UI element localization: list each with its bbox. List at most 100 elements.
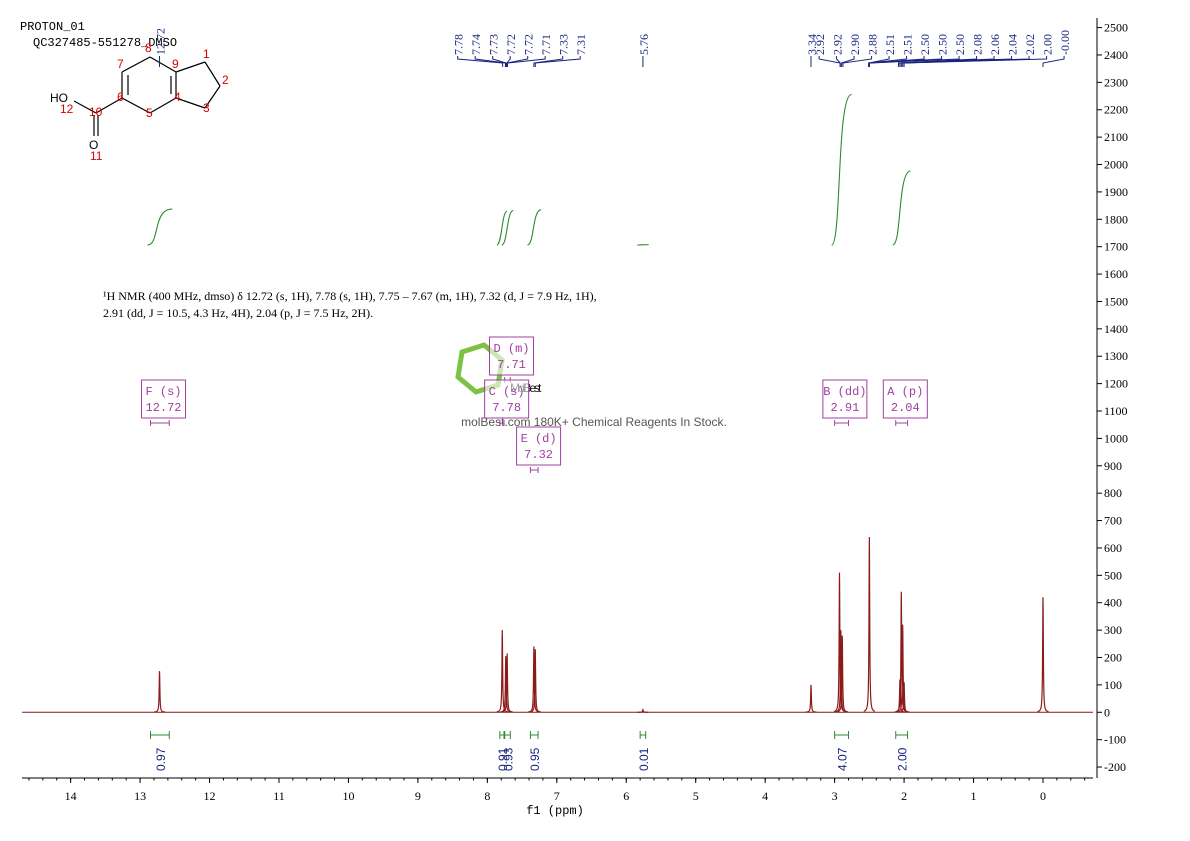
peak	[895, 591, 908, 713]
atom-label: 2	[222, 73, 229, 87]
multiplet-shift: 2.04	[891, 401, 920, 415]
structure	[73, 56, 221, 136]
multiplet-label: C (s)	[489, 385, 525, 399]
atom-label: 9	[172, 57, 179, 71]
peak-label-connector	[836, 56, 841, 67]
peak-label: 7.72	[504, 34, 518, 55]
multiplet-shift: 7.71	[497, 358, 526, 372]
multiplet-shift: 7.78	[492, 401, 521, 415]
y-tick-label: -200	[1104, 760, 1126, 774]
atom-label: 6	[117, 90, 124, 104]
peak-label-connector	[506, 56, 529, 67]
y-tick-label: 900	[1104, 459, 1122, 473]
y-tick-label: 500	[1104, 568, 1122, 582]
peak-label: 2.50	[953, 34, 967, 55]
peak-label: 2.00	[1041, 34, 1055, 55]
peak-label-connector	[868, 56, 960, 67]
atom-label: 8	[145, 41, 152, 55]
x-tick-label: 9	[415, 789, 421, 803]
peak-label-connector	[841, 56, 855, 67]
x-tick-label: 7	[554, 789, 560, 803]
x-tick-label: 2	[901, 789, 907, 803]
peak-label: 2.08	[971, 34, 985, 55]
integral-curve	[892, 170, 911, 246]
peak-label: 2.06	[988, 34, 1002, 55]
atom-label: 12	[60, 102, 74, 116]
x-tick-label: 6	[623, 789, 629, 803]
peak	[529, 649, 541, 713]
bond	[73, 100, 97, 114]
peak-label: 7.72	[522, 34, 536, 55]
multiplet-shift: 7.32	[524, 448, 553, 462]
peak-label: 7.73	[487, 34, 501, 55]
integral-value: 2.00	[896, 747, 910, 771]
x-tick-label: 0	[1040, 789, 1046, 803]
peak-label-connector	[492, 56, 507, 67]
integral-value: 0.91	[496, 747, 510, 771]
nmr-description: 2.91 (dd, J = 10.5, 4.3 Hz, 4H), 2.04 (p…	[103, 306, 373, 320]
peak-label-connector	[842, 56, 873, 67]
peak-label: 2.50	[936, 34, 950, 55]
y-tick-label: 0	[1104, 705, 1110, 719]
y-tick-label: 1700	[1104, 240, 1128, 254]
integral-value: 4.07	[836, 747, 850, 771]
peak-label: 7.74	[469, 34, 483, 55]
multiplet-label: A (p)	[887, 385, 923, 399]
y-tick-label: 2500	[1104, 21, 1128, 35]
peak-label: 2.92	[813, 34, 827, 55]
peak-label-connector	[868, 56, 908, 67]
peak	[805, 684, 817, 713]
y-tick-label: 1900	[1104, 185, 1128, 199]
peak	[863, 536, 876, 712]
integral-value: 0.97	[154, 747, 168, 771]
atom-label: 5	[146, 106, 153, 120]
y-tick-label: 2100	[1104, 130, 1128, 144]
atom-label: 10	[89, 105, 103, 119]
peak-label-connector	[533, 56, 564, 67]
y-tick-label: 2400	[1104, 48, 1128, 62]
peak	[501, 653, 513, 713]
multiplet-box	[141, 379, 187, 419]
peak-label: -0.00	[1058, 30, 1072, 55]
peak-label: 7.31	[574, 34, 588, 55]
atom-label: 4	[174, 90, 181, 104]
bond	[121, 97, 151, 114]
integral-value: 0.93	[501, 747, 515, 771]
x-tick-label: 12	[204, 789, 216, 803]
peak-label: 2.51	[883, 34, 897, 55]
peak-label-connector	[506, 56, 546, 67]
peak-label: 7.78	[452, 34, 466, 55]
peak-label: 5.76	[637, 34, 651, 55]
x-tick-label: 11	[273, 789, 285, 803]
y-tick-label: 1000	[1104, 431, 1128, 445]
multiplet-shift: 2.91	[830, 401, 859, 415]
peak	[496, 630, 508, 713]
y-tick-label: 200	[1104, 650, 1122, 664]
x-tick-label: 3	[832, 789, 838, 803]
integral-curve	[527, 209, 542, 246]
multiplet-box	[516, 426, 562, 466]
y-tick-label: 100	[1104, 678, 1122, 692]
peak-label: 3.34	[805, 34, 819, 55]
peak	[836, 635, 848, 713]
y-tick-label: 2200	[1104, 103, 1128, 117]
peak-label: 2.51	[901, 34, 915, 55]
integral-curve	[831, 93, 853, 246]
x-tick-label: 1	[971, 789, 977, 803]
y-tick-label: 1800	[1104, 212, 1128, 226]
atom-label: O	[89, 138, 98, 152]
peak-label: 7.33	[557, 34, 571, 55]
bond	[204, 85, 221, 109]
peak-label: 2.90	[848, 34, 862, 55]
peak-label: 2.02	[1023, 34, 1037, 55]
bond	[175, 97, 206, 109]
x-axis-label: f1 (ppm)	[526, 804, 584, 818]
bond	[95, 97, 123, 114]
multiplet-label: E (d)	[521, 432, 557, 446]
y-tick-label: -100	[1104, 733, 1126, 747]
y-tick-label: 1600	[1104, 267, 1128, 281]
bond	[149, 56, 177, 73]
y-tick-label: 300	[1104, 623, 1122, 637]
